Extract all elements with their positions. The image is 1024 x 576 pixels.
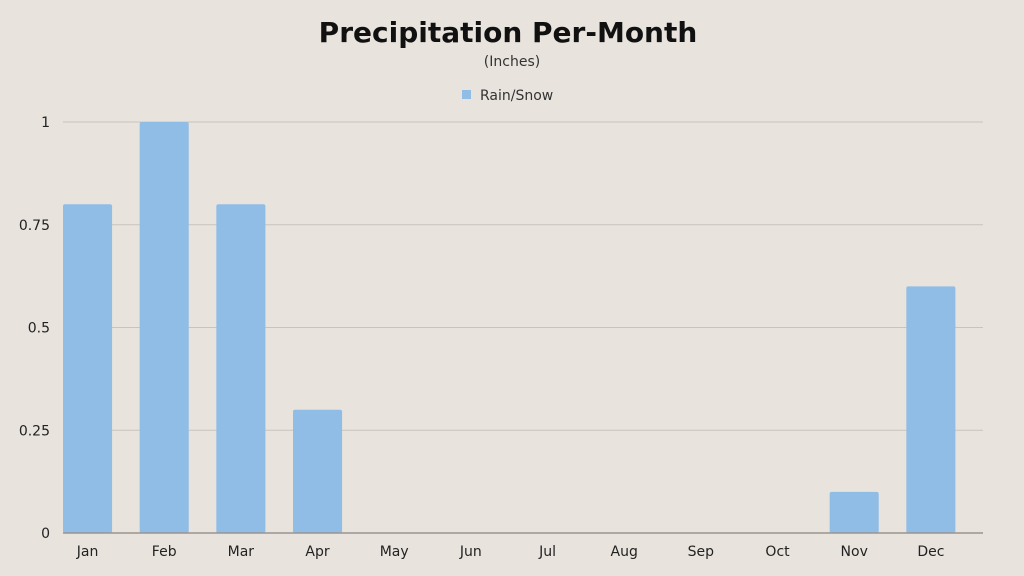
x-tick-label: Nov <box>841 544 868 560</box>
chart-subtitle: (Inches) <box>484 54 540 70</box>
x-tick-label: Sep <box>688 544 715 560</box>
x-tick-label: Oct <box>765 544 790 560</box>
bars <box>63 122 956 533</box>
x-tick-label: Jun <box>459 544 482 560</box>
y-tick-label: 0 <box>41 526 50 542</box>
y-tick-label: 1 <box>41 115 50 131</box>
x-axis-ticks: Jan Feb Mar Apr May Jun Jul Aug Sep Oct Nov Dec <box>76 544 945 560</box>
legend-swatch <box>462 90 471 99</box>
x-tick-label: Jul <box>538 544 556 560</box>
x-tick-label: Dec <box>917 544 944 560</box>
x-tick-label: Aug <box>611 544 638 560</box>
x-tick-label: Mar <box>228 544 255 560</box>
bar-apr <box>293 409 343 533</box>
chart-title: Precipitation Per-Month <box>319 16 698 49</box>
grid-lines <box>63 121 983 431</box>
y-tick-label: 0.75 <box>19 218 50 234</box>
x-tick-label: May <box>380 544 409 560</box>
bar-jan <box>63 204 113 533</box>
bar-dec <box>906 286 956 533</box>
x-tick-label: Feb <box>152 544 177 560</box>
y-tick-label: 0.5 <box>28 321 50 337</box>
y-axis-ticks: 0 0.25 0.5 0.75 1 <box>19 115 50 542</box>
y-tick-label: 0.25 <box>19 423 50 439</box>
x-tick-label: Apr <box>305 544 329 560</box>
bar-feb <box>139 122 189 533</box>
bar-nov <box>829 491 879 533</box>
legend-label: Rain/Snow <box>480 88 553 104</box>
legend: Rain/Snow <box>462 88 553 104</box>
bar-mar <box>216 204 266 533</box>
x-tick-label: Jan <box>76 544 99 560</box>
